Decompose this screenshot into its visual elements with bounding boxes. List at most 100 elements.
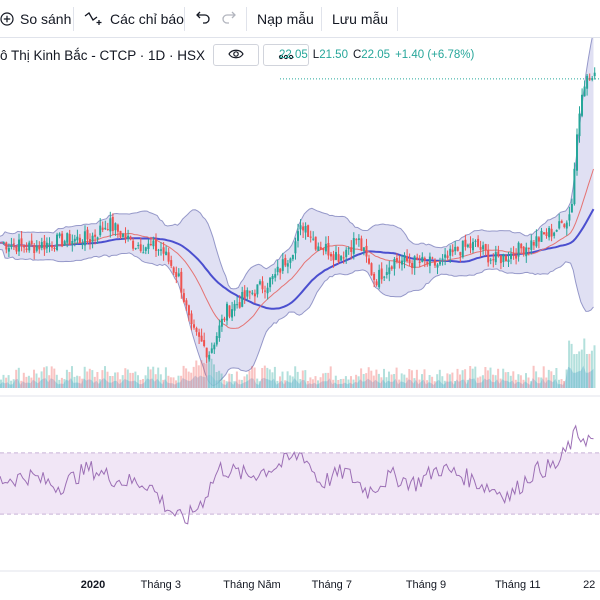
volume-bar [256, 378, 259, 388]
volume-bar [306, 381, 309, 388]
candle-body [563, 224, 566, 227]
volume-bar [410, 370, 413, 388]
toolbar-divider [397, 7, 398, 31]
volume-bar [484, 367, 487, 388]
volume-bar [347, 379, 350, 388]
volume-bar [317, 380, 319, 388]
volume-bar [213, 364, 215, 388]
volume-bar [451, 372, 454, 388]
load-template-button[interactable]: Nạp mẫu [257, 0, 314, 37]
candle-body [241, 292, 244, 307]
volume-bar [309, 377, 312, 388]
volume-bar [65, 369, 68, 388]
candle-body [464, 239, 467, 247]
candle-body [304, 225, 307, 233]
volume-bar [10, 380, 13, 388]
rsi-band [0, 452, 600, 515]
compare-button[interactable]: So sánh [0, 0, 71, 37]
volume-bar [187, 371, 190, 388]
candle-body [362, 247, 365, 251]
candle-body [593, 72, 596, 77]
candle-body [360, 238, 363, 251]
candle-body [45, 242, 48, 249]
volume-bar [385, 377, 388, 388]
candle-body [94, 234, 97, 237]
chart-toolbar: So sánh Các chỉ báo Nạp mẫu Lưu mẫu [0, 0, 600, 38]
volume-bar [370, 370, 373, 388]
volume-bar [296, 371, 299, 388]
indicators-button[interactable]: Các chỉ báo [84, 0, 184, 37]
candle-body [454, 246, 457, 252]
ohlc-low-value: 21.50 [319, 49, 348, 61]
candle-body [388, 267, 391, 275]
volume-bar [578, 351, 581, 388]
save-template-button[interactable]: Lưu mẫu [332, 0, 388, 37]
redo-button[interactable] [221, 0, 237, 37]
volume-bar [367, 367, 370, 388]
ohlc-close-key: C [352, 49, 362, 61]
visibility-toggle[interactable] [213, 44, 260, 66]
candle-body [484, 244, 487, 250]
volume-bar [540, 377, 543, 388]
volume-bar [192, 366, 195, 388]
candle-body [253, 293, 256, 297]
candle-body [177, 273, 180, 277]
candle-body [213, 344, 216, 350]
volume-bar [502, 368, 505, 388]
volume-bar [134, 371, 137, 388]
candle-body [187, 305, 190, 316]
candle-body [505, 255, 507, 261]
candle-body [540, 230, 543, 242]
ohlc-change-value: +1.40 (+6.78%) [395, 49, 475, 61]
volume-bar [334, 375, 337, 388]
volume-bar [131, 372, 134, 388]
candle-body [398, 260, 401, 263]
candle-body [91, 235, 94, 242]
candle-body [157, 249, 160, 251]
candle-body [104, 227, 107, 230]
volume-bar [104, 366, 106, 388]
volume-bar [377, 373, 380, 388]
volume-bar [225, 381, 228, 388]
volume-bar [98, 379, 101, 388]
volume-bar [428, 375, 431, 388]
volume-bar [344, 376, 347, 388]
volume-bar [175, 380, 177, 388]
volume-bar [494, 375, 497, 388]
undo-button[interactable] [195, 0, 211, 37]
volume-bar [466, 379, 469, 388]
volume-bar [405, 377, 408, 388]
candle-body [170, 260, 173, 266]
volume-bar [476, 377, 479, 388]
volume-bar [164, 367, 167, 388]
candle-body [568, 214, 571, 221]
volume-bar [319, 377, 322, 388]
volume-bar [372, 375, 375, 388]
candle-body [96, 237, 99, 239]
volume-bar [573, 354, 576, 388]
candle-body [558, 221, 561, 229]
symbol-title: ô Thị Kinh Bắc - CTCP · 1D · HSX [0, 47, 206, 63]
volume-bar [530, 381, 533, 388]
volume-bar [311, 379, 314, 388]
candle-body [122, 233, 124, 237]
time-axis-label: 22 [583, 579, 595, 591]
more-options-button[interactable] [263, 44, 310, 66]
candle-body [190, 313, 193, 324]
volume-bar [172, 377, 175, 388]
volume-bar [30, 377, 33, 388]
candle-body [198, 332, 201, 337]
volume-bar [93, 376, 96, 388]
candle-body [576, 134, 578, 171]
volume-bar [114, 372, 117, 388]
candle-body [520, 243, 523, 249]
volume-bar [497, 368, 500, 388]
chart-canvas[interactable]: 2020 Tháng 3 Tháng Năm Tháng 7 Tháng 9 Tháng … [0, 38, 600, 600]
volume-bar [499, 378, 502, 388]
volume-bar [20, 380, 23, 388]
candle-body [550, 228, 553, 237]
volume-bar [129, 372, 132, 388]
volume-bar [342, 378, 345, 388]
candle-body [545, 232, 548, 236]
plus-circle-icon [0, 11, 14, 26]
